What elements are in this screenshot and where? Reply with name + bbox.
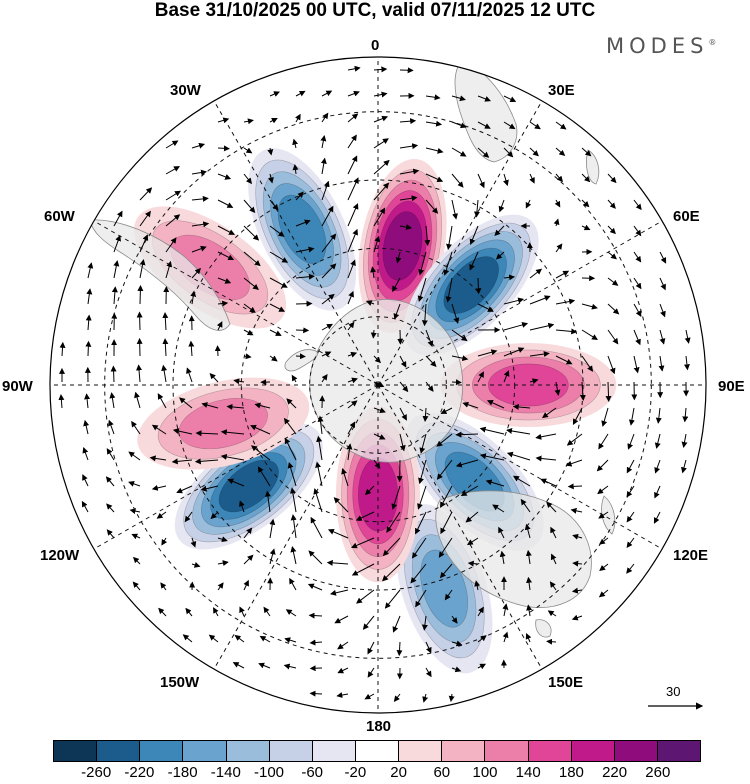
colorbar-tick-label: -140: [211, 764, 241, 781]
colorbar-segment: [442, 741, 485, 761]
colorbar-segment: [54, 741, 97, 761]
wind-vector: [296, 356, 305, 357]
colorbar-segment: [572, 741, 615, 761]
wind-vector: [310, 693, 322, 694]
wind-vector: [452, 382, 461, 383]
colorbar-tick-label: 260: [645, 764, 670, 781]
colorbar-tick-label: 220: [602, 764, 627, 781]
colorbar-tick-label: 100: [472, 764, 497, 781]
wind-vector: [296, 330, 308, 331]
colorbar-tick-label: 20: [390, 764, 407, 781]
lon-label-120e: 120E: [673, 547, 708, 564]
lon-label-30w: 30W: [170, 82, 201, 99]
colorbar-segment: [97, 741, 140, 761]
lon-label-180: 180: [366, 718, 391, 735]
colorbar-tick-label: 180: [559, 764, 584, 781]
colorbar-segment: [356, 741, 399, 761]
colorbar-segment: [615, 741, 658, 761]
south-pole-marker: [376, 383, 381, 388]
lon-label-150e: 150E: [548, 674, 583, 691]
wind-vector: [569, 486, 582, 487]
reference-vector-value: 30: [666, 684, 680, 699]
colorbar-tick-label: -180: [168, 764, 198, 781]
wind-vector: [218, 148, 229, 149]
colorbar-tick-label: -100: [254, 764, 284, 781]
wind-vector: [140, 286, 141, 304]
colorbar-segment: [140, 741, 183, 761]
colorbar-segment: [658, 741, 700, 761]
colorbar-segment: [270, 741, 313, 761]
lon-label-90w: 90W: [2, 378, 33, 395]
wind-vector: [373, 330, 374, 338]
wind-vector: [608, 382, 609, 401]
lon-label-30e: 30E: [548, 82, 575, 99]
lon-label-0: 0: [371, 37, 379, 54]
colorbar-tick-label: -20: [345, 764, 367, 781]
colorbar: [53, 740, 701, 762]
colorbar-tick-label: -60: [301, 764, 323, 781]
colorbar-ticks: -260 -220 -180 -140 -100 -60 -20 20 60 100 140 180 2…: [0, 764, 750, 784]
lon-label-120w: 120W: [40, 547, 79, 564]
colorbar-tick-label: 140: [516, 764, 541, 781]
colorbar-segment: [399, 741, 442, 761]
lon-label-90e: 90E: [718, 378, 745, 395]
wind-vector: [478, 278, 479, 293]
colorbar-tick-label: 60: [433, 764, 450, 781]
lon-label-60e: 60E: [673, 208, 700, 225]
wind-vector: [88, 342, 89, 356]
colorbar-tick-label: -260: [81, 764, 111, 781]
colorbar-segment: [485, 741, 528, 761]
colorbar-segment: [313, 741, 356, 761]
lon-label-60w: 60W: [44, 208, 75, 225]
wind-vector: [113, 366, 114, 382]
colorbar-segment: [529, 741, 572, 761]
lon-label-150w: 150W: [160, 674, 199, 691]
colorbar-segment: [227, 741, 270, 761]
colorbar-tick-label: -220: [124, 764, 154, 781]
wind-vector: [547, 641, 556, 642]
colorbar-segment: [183, 741, 226, 761]
wind-vector: [310, 615, 322, 616]
